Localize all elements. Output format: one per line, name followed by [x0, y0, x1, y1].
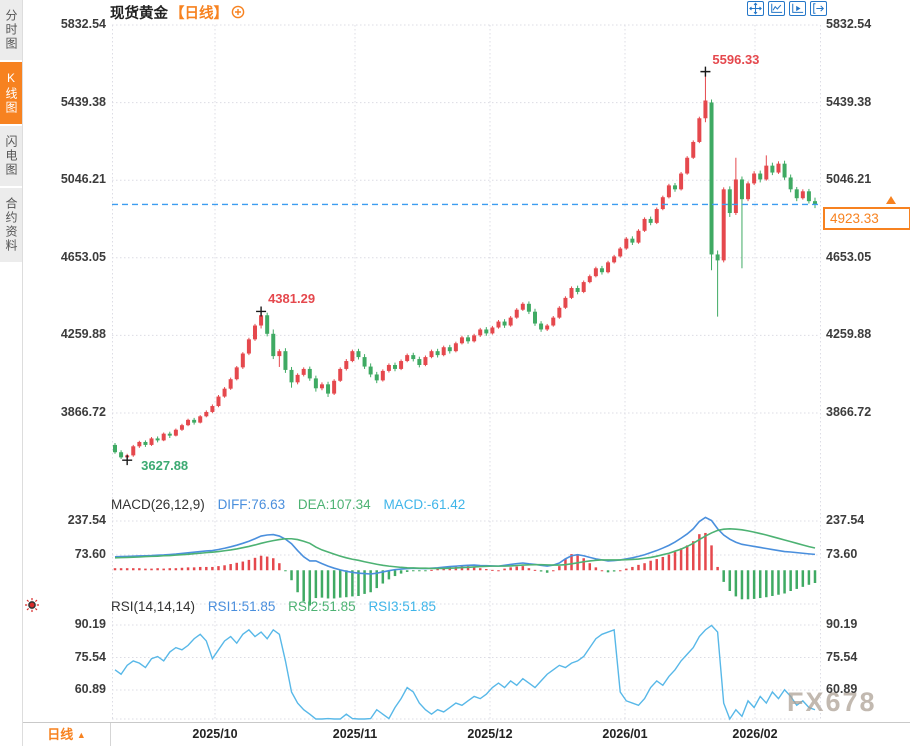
indicator-settings-icon[interactable]: [24, 597, 40, 618]
chart-type-sidebar: 分时图 K线图 闪电图 合约资料: [0, 0, 23, 746]
watermark: FX678: [787, 687, 877, 717]
sidebar-item-flash-chart[interactable]: 闪电图: [0, 126, 22, 186]
sidebar-item-contract-info[interactable]: 合约资料: [0, 188, 22, 262]
x-axis-bar: 日线 ▲ 2025/10 2025/11 2025/12 2026/01 2026/02: [23, 722, 910, 747]
macd-diff-value: DIFF:76.63: [217, 497, 286, 512]
sidebar-item-time-chart[interactable]: 分时图: [0, 0, 22, 60]
period-tag: 【日线】: [170, 5, 228, 22]
rsi-name: RSI(14,14,14): [111, 599, 196, 614]
chart-toolbar: [747, 1, 827, 16]
price-up-arrow-icon: [886, 196, 896, 205]
circle-plus-icon[interactable]: [231, 5, 245, 19]
annotation-high-4381: 4381.29: [268, 291, 316, 307]
rsi1-value: RSI1:51.85: [207, 599, 276, 614]
x-axis-label: 2026/01: [602, 727, 648, 741]
x-axis-label: 2025/11: [332, 727, 378, 741]
sidebar-item-kline-chart[interactable]: K线图: [0, 62, 22, 124]
macd-dea-value: DEA:107.34: [297, 497, 371, 512]
last-price-tag: 4923.33: [823, 207, 910, 231]
x-axis-label: 2026/02: [732, 727, 778, 741]
rsi2-value: RSI2:51.85: [288, 599, 356, 614]
symbol-title: 现货黄金: [110, 5, 168, 22]
chart-title-row: 现货黄金 【日线】: [110, 2, 245, 22]
rsi-header: RSI(14,14,14) RSI1:51.85 RSI2:51.85 RSI3…: [111, 599, 436, 614]
macd-macd-value: MACD:-61.42: [383, 497, 466, 512]
axis-play-icon[interactable]: [789, 1, 806, 16]
period-label: 日线: [47, 727, 74, 742]
period-selector[interactable]: 日线 ▲: [23, 723, 111, 746]
triangle-up-icon: ▲: [76, 730, 86, 740]
macd-header: MACD(26,12,9) DIFF:76.63 DEA:107.34 MACD…: [111, 497, 465, 512]
crosshair-icon[interactable]: [747, 1, 764, 16]
x-axis-label: 2025/12: [467, 727, 513, 741]
export-icon[interactable]: [810, 1, 827, 16]
macd-name: MACD(26,12,9): [111, 497, 205, 512]
annotation-low-3627: 3627.88: [141, 458, 189, 474]
rsi3-value: RSI3:51.85: [368, 599, 436, 614]
annotation-high-5596: 5596.33: [712, 51, 760, 67]
x-axis-label: 2025/10: [192, 727, 238, 741]
axis-zigzag-icon[interactable]: [768, 1, 785, 16]
